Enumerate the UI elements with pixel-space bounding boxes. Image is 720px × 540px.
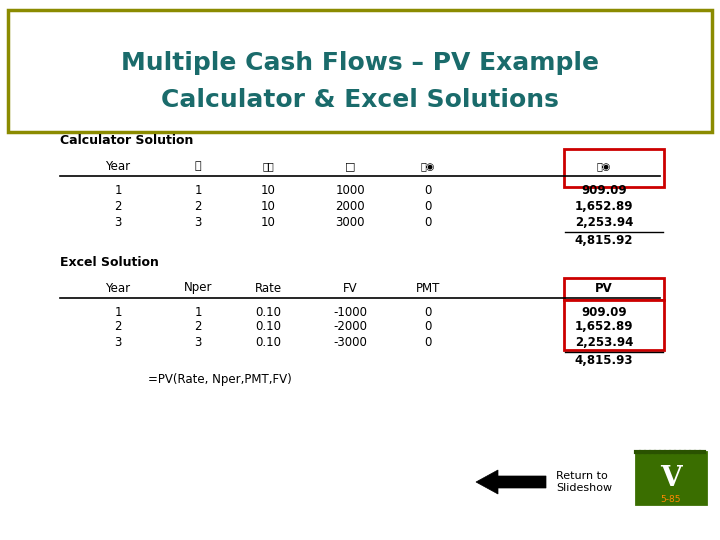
Text: 3: 3 bbox=[194, 215, 202, 228]
Text: 10: 10 bbox=[261, 215, 276, 228]
Text: FV: FV bbox=[343, 281, 357, 294]
Text: 0: 0 bbox=[424, 215, 432, 228]
Text: ⎙⎙: ⎙⎙ bbox=[262, 161, 274, 171]
Text: 0: 0 bbox=[424, 321, 432, 334]
Text: 2: 2 bbox=[114, 321, 122, 334]
Text: -3000: -3000 bbox=[333, 335, 367, 348]
Text: Calculator & Excel Solutions: Calculator & Excel Solutions bbox=[161, 88, 559, 112]
Text: Return to: Return to bbox=[556, 471, 608, 481]
Text: V: V bbox=[660, 464, 682, 491]
Text: =PV(Rate, Nper,PMT,FV): =PV(Rate, Nper,PMT,FV) bbox=[148, 374, 292, 387]
FancyBboxPatch shape bbox=[636, 452, 706, 504]
Text: 1,652.89: 1,652.89 bbox=[575, 321, 634, 334]
Text: 4,815.92: 4,815.92 bbox=[575, 234, 634, 247]
Text: 3: 3 bbox=[114, 215, 122, 228]
Text: Multiple Cash Flows – PV Example: Multiple Cash Flows – PV Example bbox=[121, 51, 599, 75]
Text: -2000: -2000 bbox=[333, 321, 367, 334]
Text: 3: 3 bbox=[114, 335, 122, 348]
Text: 0: 0 bbox=[424, 184, 432, 197]
Text: ⎙: ⎙ bbox=[194, 161, 202, 171]
Text: PMT: PMT bbox=[416, 281, 440, 294]
Text: 1,652.89: 1,652.89 bbox=[575, 199, 634, 213]
Text: PV: PV bbox=[595, 281, 613, 294]
Text: 2: 2 bbox=[194, 321, 202, 334]
Text: Year: Year bbox=[105, 281, 130, 294]
Text: 0.10: 0.10 bbox=[255, 321, 281, 334]
FancyBboxPatch shape bbox=[564, 278, 664, 300]
Text: 0: 0 bbox=[424, 306, 432, 319]
Text: Nper: Nper bbox=[184, 281, 212, 294]
Text: 2000: 2000 bbox=[336, 199, 365, 213]
FancyBboxPatch shape bbox=[564, 149, 664, 187]
Text: Calculator Solution: Calculator Solution bbox=[60, 133, 194, 146]
Text: Rate: Rate bbox=[254, 281, 282, 294]
Text: 1: 1 bbox=[114, 184, 122, 197]
Text: 2: 2 bbox=[194, 199, 202, 213]
Text: 1: 1 bbox=[194, 306, 202, 319]
Text: 2: 2 bbox=[114, 199, 122, 213]
Text: 5-85: 5-85 bbox=[661, 495, 681, 503]
Text: 909.09: 909.09 bbox=[581, 306, 627, 319]
FancyBboxPatch shape bbox=[564, 300, 664, 350]
Text: 3000: 3000 bbox=[336, 215, 365, 228]
Text: □: □ bbox=[345, 161, 355, 171]
Text: 10: 10 bbox=[261, 199, 276, 213]
Text: 1: 1 bbox=[114, 306, 122, 319]
Text: Excel Solution: Excel Solution bbox=[60, 255, 159, 268]
Text: 10: 10 bbox=[261, 184, 276, 197]
Text: 4,815.93: 4,815.93 bbox=[575, 354, 634, 367]
Polygon shape bbox=[476, 470, 546, 494]
FancyBboxPatch shape bbox=[8, 10, 712, 132]
Text: 2,253.94: 2,253.94 bbox=[575, 215, 633, 228]
Text: Year: Year bbox=[105, 159, 130, 172]
Text: 0.10: 0.10 bbox=[255, 335, 281, 348]
Text: -1000: -1000 bbox=[333, 306, 367, 319]
Text: 909.09: 909.09 bbox=[581, 184, 627, 197]
Text: 2,253.94: 2,253.94 bbox=[575, 335, 633, 348]
Text: ⎙◉: ⎙◉ bbox=[420, 161, 435, 171]
Text: 0: 0 bbox=[424, 335, 432, 348]
Text: 0.10: 0.10 bbox=[255, 306, 281, 319]
Text: ⎙◉: ⎙◉ bbox=[597, 161, 611, 171]
Text: 1000: 1000 bbox=[336, 184, 365, 197]
Text: 0: 0 bbox=[424, 199, 432, 213]
Text: Slideshow: Slideshow bbox=[556, 483, 612, 493]
Text: 3: 3 bbox=[194, 335, 202, 348]
Text: 1: 1 bbox=[194, 184, 202, 197]
